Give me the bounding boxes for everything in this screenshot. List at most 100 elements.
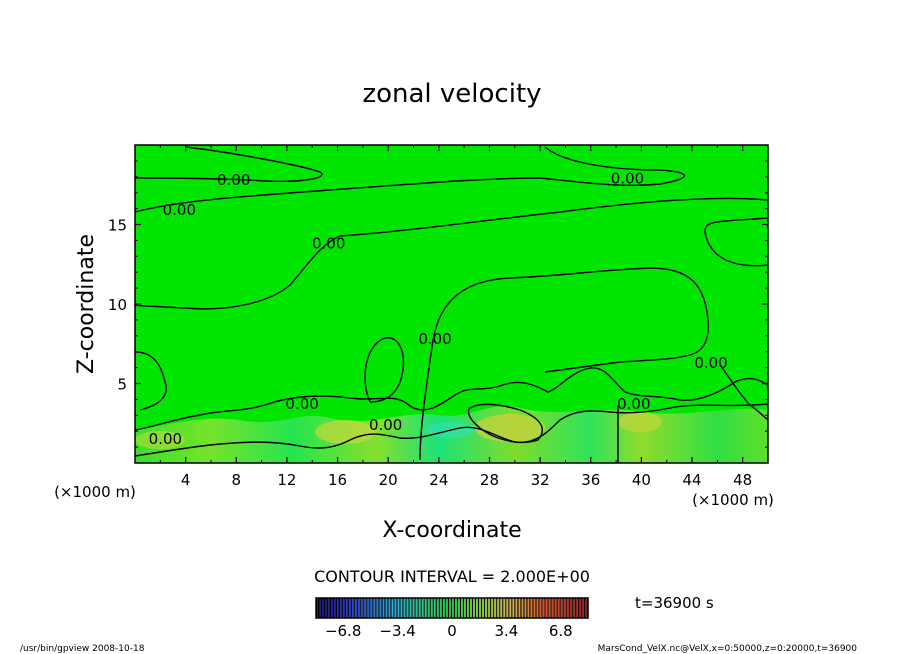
x-tick-label: 28 xyxy=(480,471,499,489)
colorbar-cell xyxy=(442,598,445,618)
anomaly-patch xyxy=(315,420,375,444)
colorbar-tick-label: 3.4 xyxy=(494,622,518,640)
colorbar-cell xyxy=(545,598,548,618)
colorbar-tick-label: −6.8 xyxy=(325,622,361,640)
colorbar-cell xyxy=(340,598,343,618)
colorbar-cell xyxy=(461,598,463,618)
colorbar-cell xyxy=(400,598,403,618)
colorbar-cell xyxy=(316,598,318,618)
colorbar-cell xyxy=(427,598,430,618)
colorbar-cell-gap xyxy=(363,598,365,618)
colorbar-cell xyxy=(403,598,406,618)
colorbar-cell xyxy=(361,598,364,618)
x-tick-label: 8 xyxy=(232,471,242,489)
colorbar-cell-gap xyxy=(354,598,356,618)
colorbar-cell xyxy=(551,598,554,618)
colorbar-cell-gap xyxy=(396,598,398,618)
contour-line xyxy=(419,267,709,461)
colorbar-cell xyxy=(412,598,415,618)
colorbar-cell-gap xyxy=(323,598,326,618)
colorbar-cell-gap xyxy=(472,598,474,618)
colorbar-cell xyxy=(391,598,394,618)
colorbar-cell-gap xyxy=(481,598,483,618)
colorbar-cell-gap xyxy=(366,598,368,618)
colorbar-cell-gap xyxy=(411,598,413,618)
colorbar-cell-gap xyxy=(526,598,528,618)
anomaly-patch xyxy=(135,431,185,449)
colorbar-cell xyxy=(448,598,451,618)
colorbar-cell-gap xyxy=(435,598,437,618)
x-tick-label: 20 xyxy=(379,471,398,489)
colorbar-cell-gap xyxy=(378,598,380,618)
colorbar-cell xyxy=(421,598,424,618)
colorbar-cell-gap xyxy=(556,598,558,618)
x-unit-right: (×1000 m) xyxy=(692,491,774,509)
colorbar-cell xyxy=(370,598,373,618)
contour-label: 0.00 xyxy=(149,430,182,448)
colorbar-cell-gap xyxy=(369,598,371,618)
colorbar-cell xyxy=(479,598,482,618)
colorbar-cell-gap xyxy=(384,598,386,618)
contour-line xyxy=(719,364,768,421)
colorbar-cell-gap xyxy=(475,598,477,618)
contour-label: 0.00 xyxy=(611,169,644,187)
colorbar-cell xyxy=(367,598,370,618)
colorbar-cell xyxy=(500,598,503,618)
colorbar-cell-gap xyxy=(505,598,507,618)
colorbar-cell-gap xyxy=(459,598,462,618)
colorbar-cell-gap xyxy=(490,598,492,618)
colorbar-cell-gap xyxy=(514,598,516,618)
y-axis: 5 10 15 xyxy=(108,160,768,448)
colorbar-cell-gap xyxy=(372,598,374,618)
colorbar-cell xyxy=(533,598,536,618)
contour-label: 0.00 xyxy=(312,235,345,253)
colorbar-cell xyxy=(515,598,518,618)
footer-left: /usr/bin/gpview 2008-10-18 xyxy=(20,644,145,654)
contour-lines xyxy=(135,146,768,463)
colorbar-cell-gap xyxy=(393,598,395,618)
colorbar-cell xyxy=(572,598,575,618)
colorbar-cell xyxy=(319,598,321,618)
colorbar-cell-gap xyxy=(502,598,504,618)
colorbar-cell-gap xyxy=(390,598,392,618)
colorbar-cell xyxy=(560,598,563,618)
colorbar-cell-gap xyxy=(478,598,480,618)
colorbar-cell xyxy=(548,598,551,618)
colorbar-cell xyxy=(418,598,421,618)
colorbar-cell xyxy=(473,598,476,618)
colorbar-cell-gap xyxy=(432,598,434,618)
colorbar-cell xyxy=(415,598,418,618)
colorbar-cell-gap xyxy=(348,598,350,618)
colorbar-cell-gap xyxy=(420,598,422,618)
colorbar-cell-gap xyxy=(493,598,495,618)
colorbar-cell xyxy=(485,598,488,618)
colorbar-cell xyxy=(542,598,545,618)
colorbar-cell xyxy=(430,598,433,618)
y-tick-label: 10 xyxy=(108,296,127,314)
colorbar-cell xyxy=(464,598,466,618)
colorbar-cell-gap xyxy=(450,598,452,618)
plot-area xyxy=(135,145,768,463)
colorbar-cell xyxy=(388,598,391,618)
colorbar-cell-gap xyxy=(577,598,579,618)
colorbar-cell xyxy=(409,598,412,618)
contour-line xyxy=(704,217,768,267)
colorbar-tick-label: −3.4 xyxy=(379,622,415,640)
colorbar-cell xyxy=(379,598,382,618)
colorbar-cell-gap xyxy=(414,598,416,618)
colorbar-cell xyxy=(524,598,527,618)
colorbar-cell-gap xyxy=(320,598,323,618)
colorbar-cell-gap xyxy=(438,598,440,618)
colorbar-cell-gap xyxy=(517,598,519,618)
colorbar-cell xyxy=(470,598,473,618)
x-tick-label: 36 xyxy=(581,471,600,489)
contour-label: 0.00 xyxy=(217,171,250,189)
contour-line xyxy=(135,367,768,431)
contour-label: 0.00 xyxy=(369,416,402,434)
colorbar-cell xyxy=(337,598,340,618)
colorbar-cell-gap xyxy=(317,598,320,618)
colorbar-cell-gap xyxy=(580,598,582,618)
colorbar-cell-gap xyxy=(508,598,510,618)
colorbar-cell xyxy=(494,598,497,618)
colorbar-cell-gap xyxy=(336,598,338,618)
